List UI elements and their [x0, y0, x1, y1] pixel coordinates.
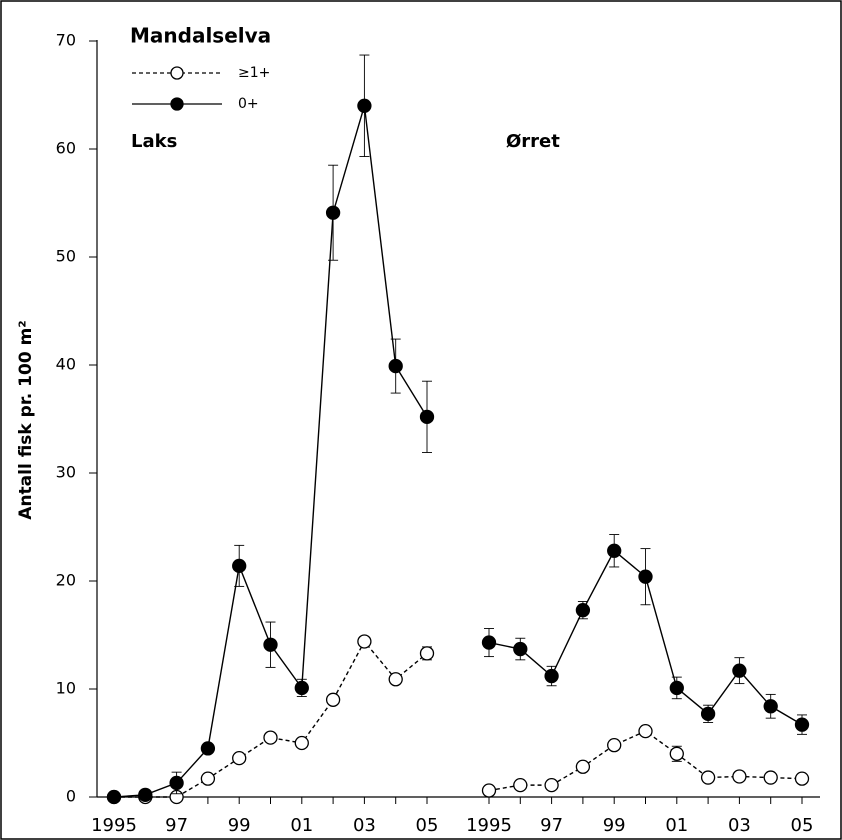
point	[294, 680, 309, 696]
point	[419, 409, 435, 424]
x-tick-label: 1995	[466, 815, 512, 836]
x-tick-label: 1995	[91, 815, 137, 836]
point	[325, 205, 341, 220]
point	[388, 672, 403, 687]
point	[794, 717, 810, 732]
point	[700, 770, 716, 785]
point	[388, 358, 403, 374]
point	[544, 668, 559, 684]
panel-label: Ørret	[506, 131, 560, 152]
point	[200, 741, 216, 756]
y-tick-label: 60	[56, 139, 76, 158]
point	[700, 706, 716, 721]
point	[638, 723, 653, 739]
point	[575, 759, 591, 774]
x-tick-label: 05	[791, 815, 814, 836]
point	[607, 543, 622, 558]
x-tick-label: 01	[290, 815, 313, 836]
point	[232, 750, 247, 766]
x-tick-label: 97	[165, 815, 188, 836]
y-tick-label: 20	[56, 571, 76, 590]
point	[263, 730, 278, 745]
y-tick-label: 40	[56, 355, 76, 374]
point	[263, 637, 278, 652]
x-tick-label: 99	[603, 815, 626, 836]
y-tick-label: 10	[56, 679, 76, 698]
point	[294, 735, 309, 751]
point	[732, 769, 747, 784]
point	[481, 635, 497, 650]
legend-label: 0+	[238, 96, 259, 112]
point	[638, 569, 653, 584]
point	[732, 663, 747, 678]
point	[200, 771, 216, 786]
legend-marker	[170, 66, 184, 80]
point	[138, 787, 153, 802]
x-tick-label: 03	[353, 815, 376, 836]
y-tick-label: 0	[66, 787, 76, 806]
point	[544, 777, 559, 793]
point	[106, 789, 122, 805]
y-tick-label: 70	[56, 31, 76, 50]
point	[669, 680, 684, 696]
panel-label: Laks	[131, 131, 177, 152]
series-line	[114, 640, 428, 798]
point	[763, 770, 778, 785]
x-tick-label: 03	[728, 815, 751, 836]
legend-label: ≥1+	[238, 65, 270, 81]
point	[669, 746, 684, 761]
point	[419, 646, 435, 661]
x-tick-label: 99	[228, 815, 251, 836]
point	[763, 699, 778, 714]
point	[481, 783, 497, 798]
legend-marker	[170, 97, 184, 111]
series-line	[488, 730, 803, 792]
point	[357, 634, 372, 649]
point	[794, 771, 810, 786]
x-tick-label: 01	[665, 815, 688, 836]
point	[169, 775, 184, 791]
y-axis-label: Antall fisk pr. 100 m²	[16, 320, 36, 519]
point	[357, 98, 372, 113]
point	[232, 558, 247, 574]
point	[575, 603, 591, 618]
y-tick-label: 30	[56, 463, 76, 482]
y-tick-label: 50	[56, 247, 76, 266]
x-tick-label: 97	[540, 815, 563, 836]
point	[513, 641, 528, 657]
point	[325, 692, 341, 707]
x-tick-label: 05	[416, 815, 439, 836]
point	[607, 738, 622, 753]
chart-title: Mandalselva	[130, 24, 271, 48]
point	[513, 777, 528, 793]
series-line	[113, 105, 428, 798]
